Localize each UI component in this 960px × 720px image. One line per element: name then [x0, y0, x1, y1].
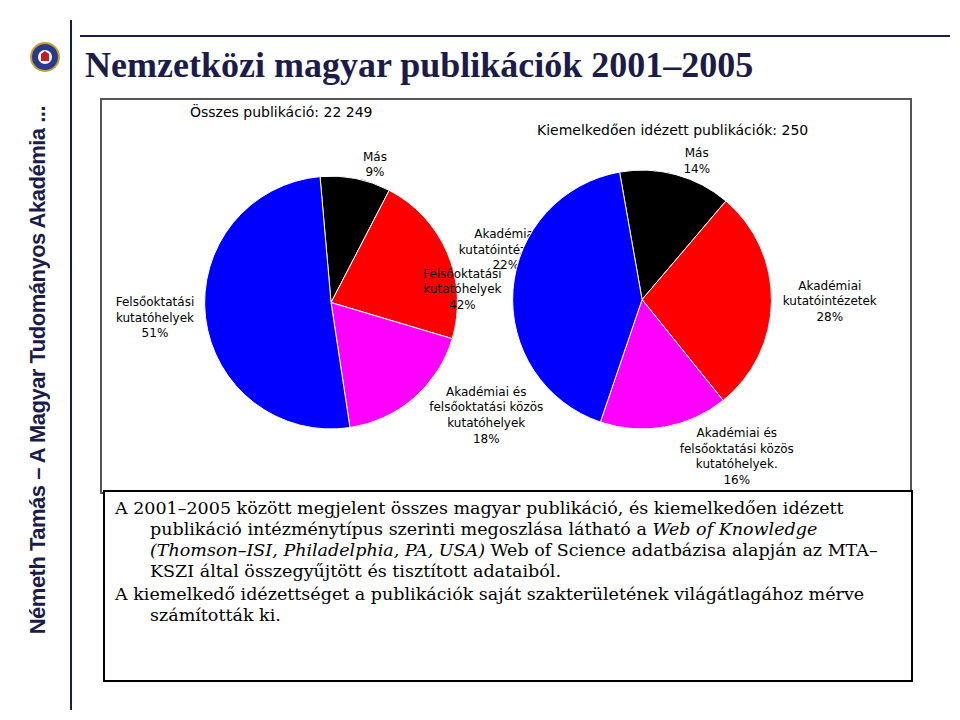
svg-text:Akadémiai ésfelsőoktatási közö: Akadémiai ésfelsőoktatási közöskutatóhel…: [429, 385, 543, 446]
html-text:A kiemelkedő idézettséget a pu: A kiemelkedő idézettséget a publikációk …: [115, 584, 865, 625]
svg-text:Összes publikáció: 22 249: Összes publikáció: 22 249: [190, 103, 373, 120]
html-text:Németh Tamás – A Magyar Tudomá: Németh Tamás – A Magyar Tudományos Akadé…: [25, 105, 50, 635]
svg-text:Felsőoktatásikutatóhelyek51%: Felsőoktatásikutatóhelyek51%: [116, 295, 195, 340]
svg-text:Más14%: Más14%: [683, 146, 710, 176]
svg-text:Akadémiai ésfelsőoktatási közö: Akadémiai ésfelsőoktatási közöskutatóhel…: [680, 426, 794, 487]
svg-text:Felsőoktatásikutatóhelyek42%: Felsőoktatásikutatóhelyek42%: [423, 267, 502, 312]
svg-text:Akadémiaikutatóintézetek22%: Akadémiaikutatóintézetek22%: [459, 227, 553, 272]
svg-text:Akadémiaikutatóintézetek28%: Akadémiaikutatóintézetek28%: [783, 279, 877, 324]
html-text:Nemzetközi magyar publikációk: Nemzetközi magyar publikációk 2001–2005: [85, 45, 754, 85]
svg-text:Kiemelkedően idézett publikáci: Kiemelkedően idézett publikációk: 250: [537, 122, 808, 138]
svg-text:Más9%: Más9%: [363, 150, 387, 180]
html-text:A 2001–2005 között megjelent ö: A 2001–2005 között megjelent összes magy…: [115, 498, 878, 581]
